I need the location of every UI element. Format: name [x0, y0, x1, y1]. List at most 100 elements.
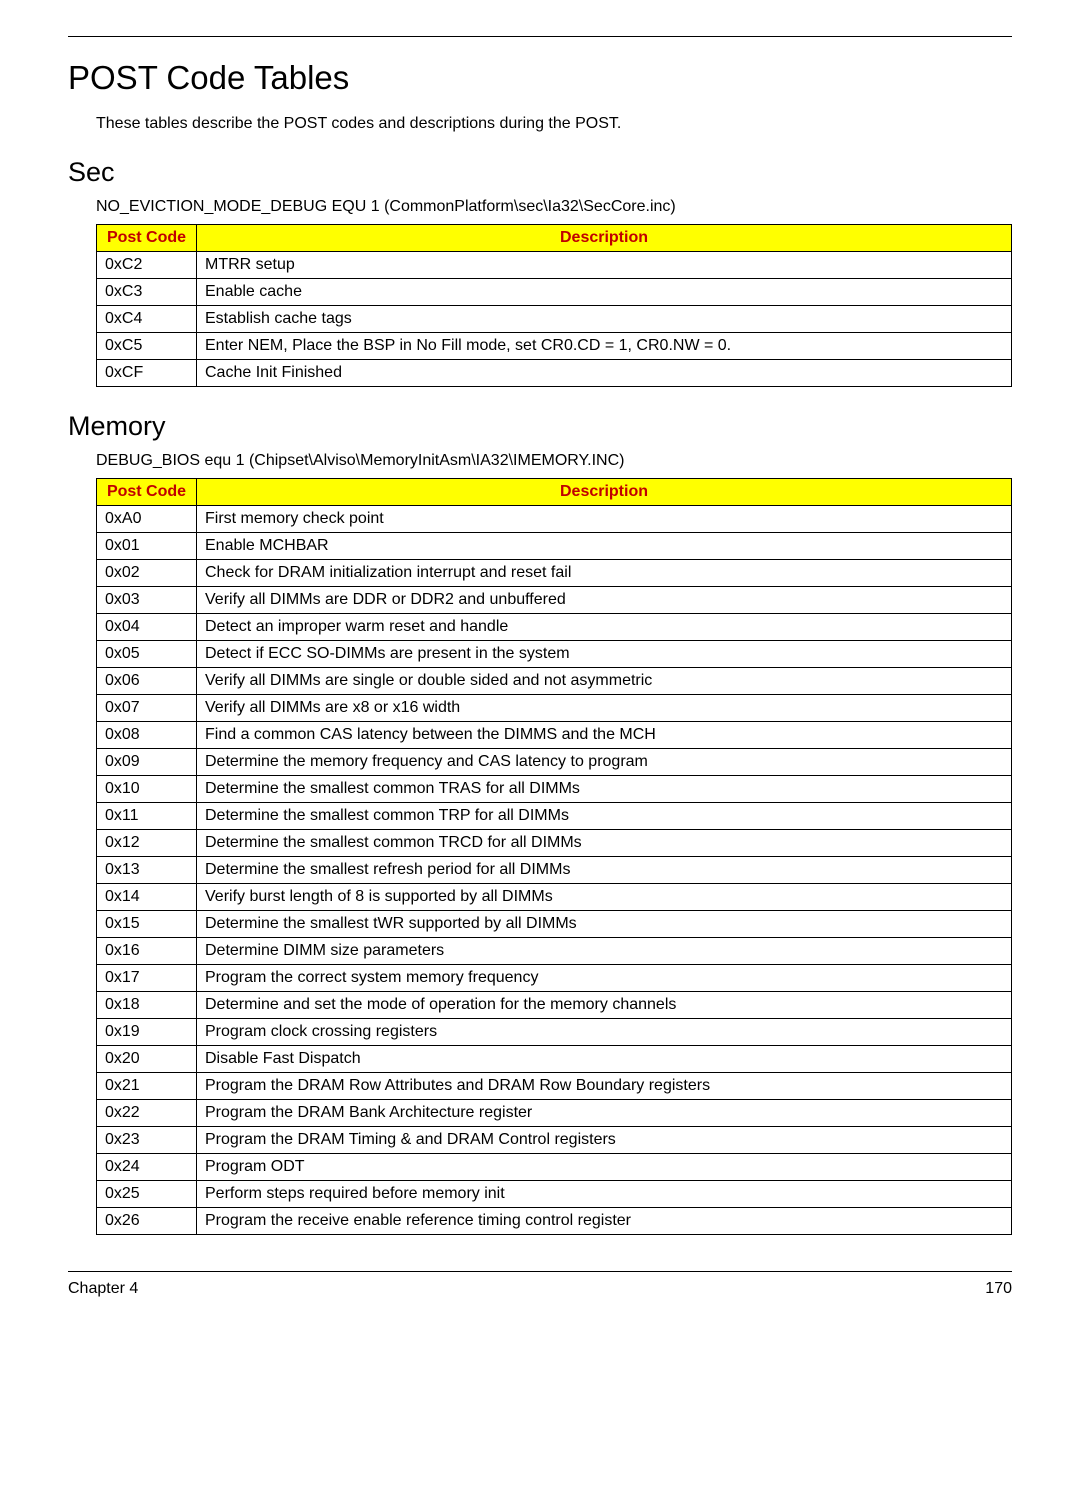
post-code-cell: 0x26 — [97, 1208, 197, 1235]
description-cell: Determine the smallest common TRAS for a… — [197, 776, 1012, 803]
description-cell: Enable cache — [197, 279, 1012, 306]
table-row: 0x10Determine the smallest common TRAS f… — [97, 776, 1012, 803]
table-row: 0x18Determine and set the mode of operat… — [97, 992, 1012, 1019]
page-title: POST Code Tables — [68, 59, 1012, 97]
section-title: Sec — [68, 157, 1012, 188]
table-row: 0x01Enable MCHBAR — [97, 533, 1012, 560]
description-cell: Enable MCHBAR — [197, 533, 1012, 560]
table-row: 0x23Program the DRAM Timing & and DRAM C… — [97, 1127, 1012, 1154]
table-row: 0x26Program the receive enable reference… — [97, 1208, 1012, 1235]
post-code-cell: 0xC2 — [97, 252, 197, 279]
post-code-cell: 0x01 — [97, 533, 197, 560]
description-cell: Disable Fast Dispatch — [197, 1046, 1012, 1073]
table-row: 0x06Verify all DIMMs are single or doubl… — [97, 668, 1012, 695]
description-cell: Detect an improper warm reset and handle — [197, 614, 1012, 641]
post-code-cell: 0x24 — [97, 1154, 197, 1181]
description-cell: Verify all DIMMs are single or double si… — [197, 668, 1012, 695]
post-code-cell: 0x23 — [97, 1127, 197, 1154]
table-row: 0xC4Establish cache tags — [97, 306, 1012, 333]
table-row: 0x24Program ODT — [97, 1154, 1012, 1181]
table-row: 0x08Find a common CAS latency between th… — [97, 722, 1012, 749]
post-code-cell: 0xC4 — [97, 306, 197, 333]
post-code-cell: 0x06 — [97, 668, 197, 695]
table-row: 0x17Program the correct system memory fr… — [97, 965, 1012, 992]
description-cell: Determine the memory frequency and CAS l… — [197, 749, 1012, 776]
table-row: 0x11Determine the smallest common TRP fo… — [97, 803, 1012, 830]
post-code-cell: 0x20 — [97, 1046, 197, 1073]
description-cell: MTRR setup — [197, 252, 1012, 279]
table-row: 0x03Verify all DIMMs are DDR or DDR2 and… — [97, 587, 1012, 614]
description-cell: Establish cache tags — [197, 306, 1012, 333]
table-row: 0x09Determine the memory frequency and C… — [97, 749, 1012, 776]
top-rule — [68, 36, 1012, 37]
post-code-cell: 0x18 — [97, 992, 197, 1019]
description-cell: Program the DRAM Timing & and DRAM Contr… — [197, 1127, 1012, 1154]
post-code-cell: 0x13 — [97, 857, 197, 884]
description-cell: Program the DRAM Bank Architecture regis… — [197, 1100, 1012, 1127]
post-code-cell: 0x15 — [97, 911, 197, 938]
description-cell: Cache Init Finished — [197, 360, 1012, 387]
description-cell: Program the correct system memory freque… — [197, 965, 1012, 992]
description-cell: Detect if ECC SO-DIMMs are present in th… — [197, 641, 1012, 668]
table-row: 0x05Detect if ECC SO-DIMMs are present i… — [97, 641, 1012, 668]
post-code-cell: 0x08 — [97, 722, 197, 749]
section-note: DEBUG_BIOS equ 1 (Chipset\Alviso\MemoryI… — [96, 452, 1012, 470]
table-row: 0x16Determine DIMM size parameters — [97, 938, 1012, 965]
table-row: 0x25Perform steps required before memory… — [97, 1181, 1012, 1208]
table-header: Post Code — [97, 479, 197, 506]
table-row: 0x20Disable Fast Dispatch — [97, 1046, 1012, 1073]
post-code-cell: 0xA0 — [97, 506, 197, 533]
post-code-cell: 0x05 — [97, 641, 197, 668]
description-cell: First memory check point — [197, 506, 1012, 533]
intro-text: These tables describe the POST codes and… — [96, 115, 1012, 133]
post-code-cell: 0x16 — [97, 938, 197, 965]
table-row: 0xC5Enter NEM, Place the BSP in No Fill … — [97, 333, 1012, 360]
table-row: 0x02Check for DRAM initialization interr… — [97, 560, 1012, 587]
description-cell: Find a common CAS latency between the DI… — [197, 722, 1012, 749]
table-row: 0x15Determine the smallest tWR supported… — [97, 911, 1012, 938]
table-row: 0xC2MTRR setup — [97, 252, 1012, 279]
post-code-cell: 0x25 — [97, 1181, 197, 1208]
page-footer: Chapter 4 170 — [68, 1271, 1012, 1298]
table-row: 0x21Program the DRAM Row Attributes and … — [97, 1073, 1012, 1100]
post-code-cell: 0x09 — [97, 749, 197, 776]
table-header: Post Code — [97, 225, 197, 252]
description-cell: Check for DRAM initialization interrupt … — [197, 560, 1012, 587]
description-cell: Perform steps required before memory ini… — [197, 1181, 1012, 1208]
post-code-cell: 0x22 — [97, 1100, 197, 1127]
description-cell: Enter NEM, Place the BSP in No Fill mode… — [197, 333, 1012, 360]
post-code-cell: 0xC5 — [97, 333, 197, 360]
footer-page-number: 170 — [985, 1280, 1012, 1298]
table-row: 0x12Determine the smallest common TRCD f… — [97, 830, 1012, 857]
section-title: Memory — [68, 411, 1012, 442]
post-code-cell: 0x02 — [97, 560, 197, 587]
table-row: 0xA0First memory check point — [97, 506, 1012, 533]
table-row: 0x22Program the DRAM Bank Architecture r… — [97, 1100, 1012, 1127]
description-cell: Determine the smallest common TRP for al… — [197, 803, 1012, 830]
post-code-cell: 0x11 — [97, 803, 197, 830]
post-code-cell: 0x04 — [97, 614, 197, 641]
table-row: 0xC3Enable cache — [97, 279, 1012, 306]
description-cell: Determine the smallest common TRCD for a… — [197, 830, 1012, 857]
post-code-table: Post CodeDescription0xC2MTRR setup0xC3En… — [96, 224, 1012, 387]
table-row: 0xCFCache Init Finished — [97, 360, 1012, 387]
description-cell: Program the receive enable reference tim… — [197, 1208, 1012, 1235]
post-code-cell: 0x14 — [97, 884, 197, 911]
table-header: Description — [197, 225, 1012, 252]
post-code-cell: 0x03 — [97, 587, 197, 614]
description-cell: Program clock crossing registers — [197, 1019, 1012, 1046]
description-cell: Determine the smallest refresh period fo… — [197, 857, 1012, 884]
table-row: 0x19Program clock crossing registers — [97, 1019, 1012, 1046]
post-code-table: Post CodeDescription0xA0First memory che… — [96, 478, 1012, 1235]
section-note: NO_EVICTION_MODE_DEBUG EQU 1 (CommonPlat… — [96, 198, 1012, 216]
post-code-cell: 0x21 — [97, 1073, 197, 1100]
post-code-cell: 0xCF — [97, 360, 197, 387]
post-code-cell: 0x17 — [97, 965, 197, 992]
description-cell: Verify burst length of 8 is supported by… — [197, 884, 1012, 911]
description-cell: Program ODT — [197, 1154, 1012, 1181]
table-row: 0x14Verify burst length of 8 is supporte… — [97, 884, 1012, 911]
table-header: Description — [197, 479, 1012, 506]
description-cell: Program the DRAM Row Attributes and DRAM… — [197, 1073, 1012, 1100]
table-row: 0x13Determine the smallest refresh perio… — [97, 857, 1012, 884]
description-cell: Determine the smallest tWR supported by … — [197, 911, 1012, 938]
